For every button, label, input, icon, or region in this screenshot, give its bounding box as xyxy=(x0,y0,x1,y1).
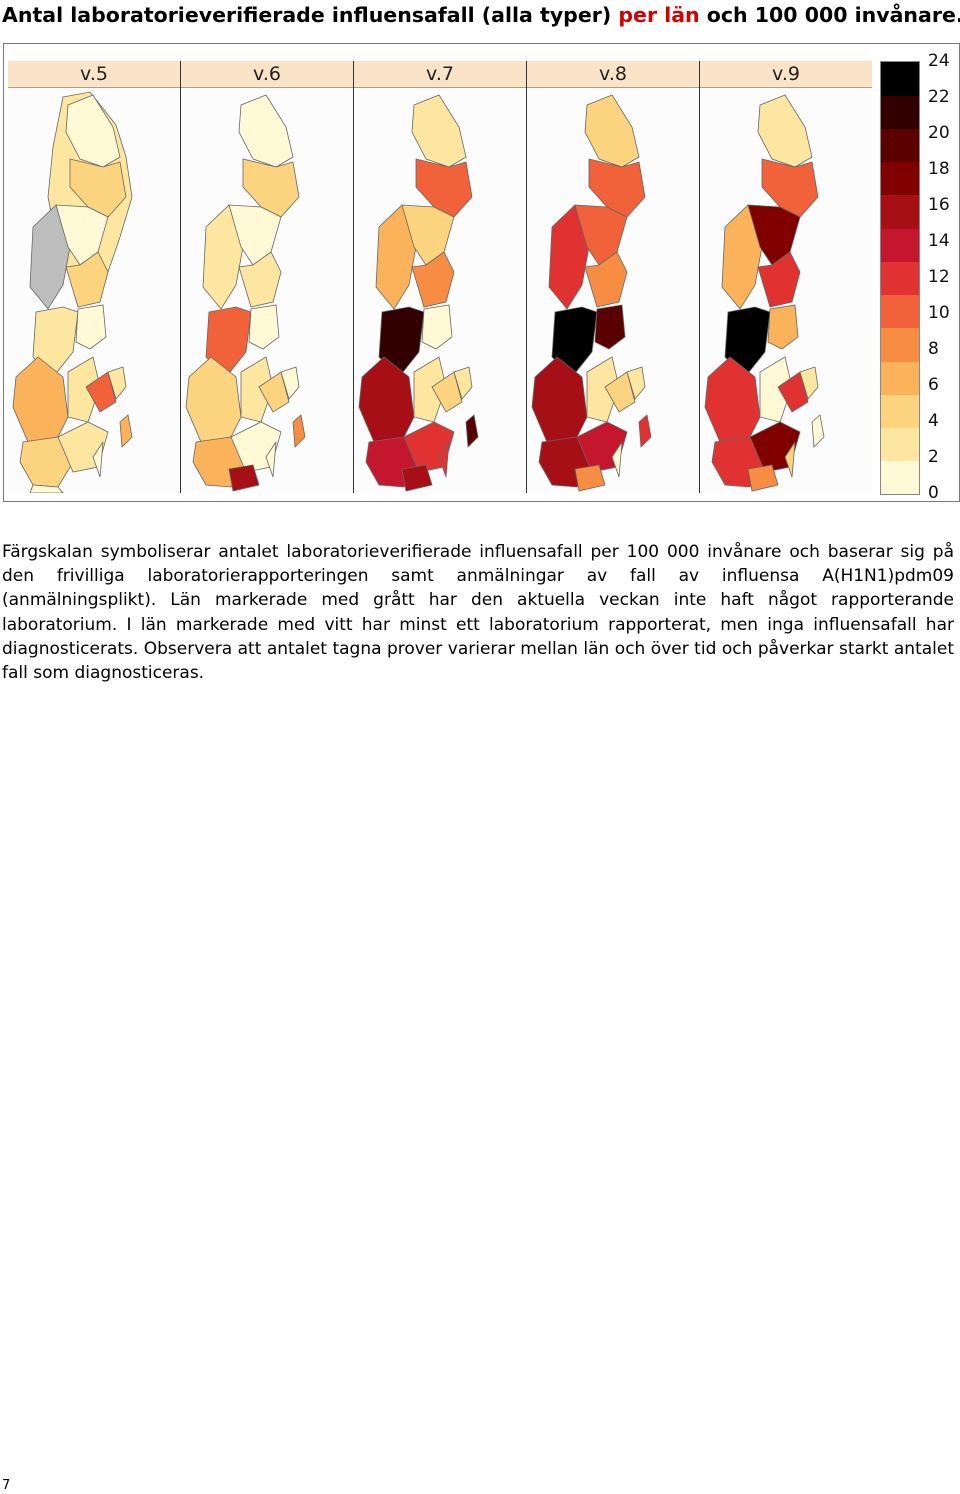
legend-tick-label: 2 xyxy=(928,447,939,467)
legend-color-bin xyxy=(881,327,919,362)
sweden-map xyxy=(704,94,825,492)
legend-color-bin xyxy=(881,62,919,96)
figure-caption: Färgskalan symboliserar antalet laborato… xyxy=(2,542,954,684)
legend-tick-label: 18 xyxy=(928,159,950,179)
legend-tick-label: 14 xyxy=(928,231,950,251)
legend-color-bin xyxy=(881,261,919,296)
legend-tick-label: 6 xyxy=(928,375,939,395)
sweden-map xyxy=(185,94,306,492)
week-label: v.8 xyxy=(527,61,699,88)
legend-tick-label: 24 xyxy=(928,51,950,71)
page-number: 7 xyxy=(2,1478,11,1493)
legend-tick-label: 4 xyxy=(928,411,939,431)
legend-color-bin xyxy=(881,427,919,462)
legend-color-bin xyxy=(881,361,919,395)
map-panel-week-9: v.9 xyxy=(700,61,872,493)
legend-tick-label: 20 xyxy=(928,123,950,143)
legend-color-bin xyxy=(881,95,919,129)
map-panel-week-8: v.8 xyxy=(527,61,700,493)
color-scale-ticks: 24 22 20 18 16 14 12 10 8 6 4 2 0 xyxy=(922,52,958,502)
influenza-map-figure: v.5 v.6 xyxy=(3,43,960,502)
map-panel-week-6: v.6 xyxy=(181,61,354,493)
legend-color-bin xyxy=(881,460,919,495)
legend-tick-label: 8 xyxy=(928,339,939,359)
color-scale-legend xyxy=(880,61,920,495)
week-label: v.5 xyxy=(8,61,180,88)
legend-color-bin xyxy=(881,394,919,429)
sweden-map xyxy=(12,91,133,493)
week-label: v.7 xyxy=(354,61,526,88)
legend-color-bin xyxy=(881,194,919,229)
legend-color-bin xyxy=(881,228,919,262)
legend-color-bin xyxy=(881,128,919,163)
sweden-map xyxy=(358,94,479,492)
legend-tick-label: 22 xyxy=(928,87,950,107)
sweden-map xyxy=(531,94,652,492)
legend-tick-label: 10 xyxy=(928,303,950,323)
map-panel-week-7: v.7 xyxy=(354,61,527,493)
page-title: Antal laboratorieverifierade influensafa… xyxy=(2,3,960,27)
legend-tick-label: 16 xyxy=(928,195,950,215)
legend-color-bin xyxy=(881,294,919,329)
map-panel-week-5: v.5 xyxy=(8,61,181,493)
week-label: v.6 xyxy=(181,61,353,88)
week-label: v.9 xyxy=(700,61,872,88)
legend-color-bin xyxy=(881,161,919,196)
legend-tick-label: 12 xyxy=(928,267,950,287)
legend-tick-label: 0 xyxy=(928,483,939,503)
